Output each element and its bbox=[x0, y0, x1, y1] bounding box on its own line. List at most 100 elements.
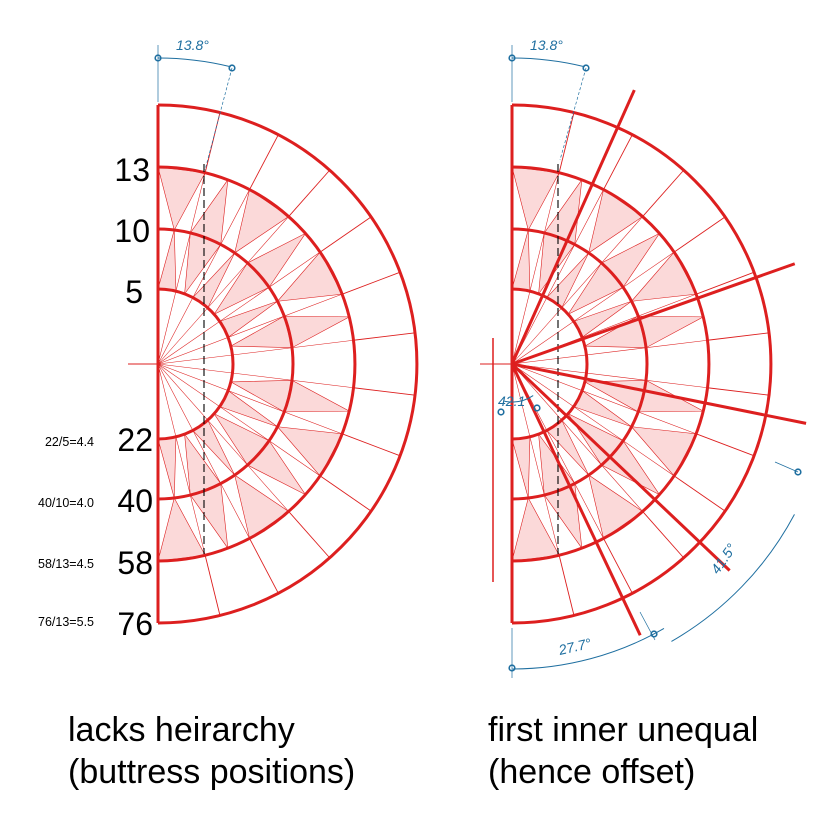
left-angle-label: 13.8° bbox=[176, 37, 209, 53]
ring-number-13: 13 bbox=[114, 152, 150, 188]
outer-spoke bbox=[558, 555, 575, 616]
radial-ray bbox=[511, 339, 708, 365]
right-semicircle-diagram bbox=[480, 45, 807, 678]
radial-ray bbox=[511, 363, 643, 512]
ring-13 bbox=[157, 165, 357, 563]
dimension-ext-line bbox=[639, 611, 656, 641]
outer-spoke bbox=[673, 216, 726, 253]
ring-10 bbox=[511, 227, 649, 501]
left-caption: lacks heirarchy (buttress positions) bbox=[68, 709, 355, 793]
pink-wedge-triangle bbox=[283, 315, 351, 349]
radial-ray bbox=[157, 363, 343, 435]
ring-outer bbox=[157, 103, 419, 625]
right-side-angle-label: 41.5° bbox=[707, 540, 739, 576]
ring-number-10: 10 bbox=[114, 213, 150, 249]
right-caption-line-2: (hence offset) bbox=[488, 753, 696, 791]
outer-spoke bbox=[696, 271, 755, 295]
right-caption-line-1: first inner unequal bbox=[488, 711, 759, 749]
outer-spoke bbox=[642, 511, 685, 559]
outer-spoke bbox=[288, 169, 331, 217]
left-semicircle-diagram bbox=[128, 45, 419, 625]
radial-ray bbox=[511, 172, 560, 365]
main-buttress-spoke bbox=[510, 362, 731, 572]
dimension-arc bbox=[511, 57, 585, 68]
pink-wedge-triangle bbox=[157, 229, 177, 292]
pink-wedge-triangle bbox=[588, 474, 644, 539]
outer-spoke bbox=[204, 555, 221, 616]
pink-wedge-triangle bbox=[588, 189, 644, 254]
dimension-node bbox=[228, 64, 236, 72]
ratio-label-22-5: 22/5=4.4 bbox=[45, 435, 94, 449]
main-buttress-spoke bbox=[510, 89, 636, 365]
outer-spoke bbox=[249, 538, 279, 594]
ring-10 bbox=[157, 227, 295, 501]
outer-spoke bbox=[558, 112, 575, 173]
dimension-node bbox=[650, 630, 658, 638]
dimension-node bbox=[533, 404, 541, 412]
inner-dimension-arc bbox=[504, 395, 534, 403]
pink-wedge-triangle bbox=[511, 166, 560, 231]
pink-wedge-triangle bbox=[511, 229, 531, 292]
ring-outer bbox=[511, 103, 773, 625]
outer-spoke bbox=[342, 271, 401, 295]
outer-spoke bbox=[642, 169, 685, 217]
radial-ray bbox=[511, 251, 675, 365]
outer-dimension-arc bbox=[671, 514, 795, 642]
ring-5 bbox=[157, 287, 235, 441]
radial-ray bbox=[157, 172, 206, 365]
outer-spoke bbox=[288, 511, 331, 559]
pink-wedge-triangle bbox=[234, 189, 290, 254]
outer-spoke bbox=[319, 216, 372, 253]
pink-wedge-triangle bbox=[283, 379, 351, 413]
pink-wedge-triangle bbox=[511, 436, 531, 499]
radial-ray bbox=[157, 363, 354, 389]
radial-ray bbox=[511, 363, 560, 556]
radial-ray bbox=[157, 216, 289, 365]
main-buttress-spoke bbox=[511, 362, 807, 425]
radial-ray bbox=[157, 293, 343, 365]
pink-wedge-triangle bbox=[157, 166, 206, 231]
radial-ray bbox=[157, 339, 354, 365]
count-number-40: 40 bbox=[117, 483, 153, 519]
dimension-arc bbox=[157, 57, 231, 68]
radial-ray bbox=[511, 216, 643, 365]
radial-ray bbox=[511, 363, 697, 435]
radial-ray bbox=[157, 363, 206, 556]
pink-wedge-triangle bbox=[157, 497, 206, 562]
dimension-node bbox=[497, 408, 505, 416]
dimension-node bbox=[508, 664, 516, 672]
main-buttress-spoke bbox=[511, 262, 796, 366]
outer-spoke bbox=[707, 332, 770, 341]
pink-wedge-triangle bbox=[234, 474, 290, 539]
outer-spoke bbox=[319, 475, 372, 512]
count-number-58: 58 bbox=[117, 545, 153, 581]
outer-spoke bbox=[353, 332, 416, 341]
outer-spoke bbox=[342, 433, 401, 457]
count-number-22: 22 bbox=[117, 422, 153, 458]
radial-ray bbox=[157, 363, 289, 512]
dimension-ext-line bbox=[559, 67, 587, 161]
right-bottom-angle-label: 27.7° bbox=[556, 635, 593, 658]
outer-spoke bbox=[249, 134, 279, 190]
ratio-label-40-10: 40/10=4.0 bbox=[38, 496, 94, 510]
ring-number-5: 5 bbox=[125, 274, 143, 310]
pink-wedge-triangle bbox=[637, 315, 705, 349]
radial-ray bbox=[157, 363, 321, 477]
radial-ray bbox=[511, 363, 708, 389]
pink-wedge-triangle bbox=[157, 436, 177, 499]
dimension-node bbox=[154, 54, 162, 62]
dimension-ext-line bbox=[204, 67, 233, 171]
radial-ray bbox=[157, 251, 321, 365]
ring-5 bbox=[511, 287, 589, 441]
left-caption-line-1: lacks heirarchy bbox=[68, 711, 295, 749]
outer-spoke bbox=[603, 134, 633, 190]
dimension-ext-line bbox=[774, 461, 799, 473]
pink-wedge-triangle bbox=[511, 497, 560, 562]
count-number-76: 76 bbox=[117, 606, 153, 642]
left-caption-line-2: (buttress positions) bbox=[68, 753, 356, 791]
outer-spoke bbox=[353, 387, 416, 396]
right-top-angle-label: 13.8° bbox=[530, 37, 563, 53]
ring-13 bbox=[511, 165, 711, 563]
dimension-node bbox=[582, 64, 590, 72]
right-inner-angle-label: 42.1 bbox=[498, 393, 525, 409]
